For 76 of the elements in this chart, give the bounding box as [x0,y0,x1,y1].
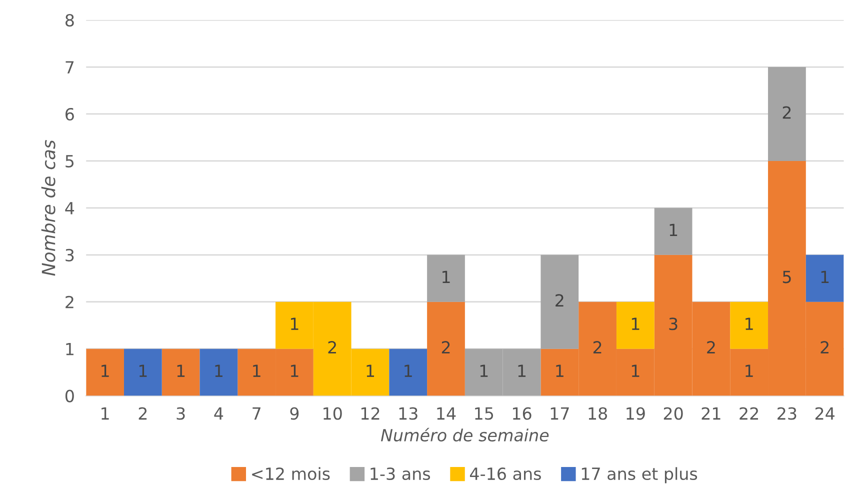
x-tick-label: 20 [664,407,683,420]
x-tick-label: 19 [626,407,645,420]
data-label: 1 [746,364,753,377]
y-tick-label: 5 [66,155,74,168]
legend-label: 4-16 ans [470,467,541,480]
data-label: 1 [442,270,450,283]
data-label: 1 [290,318,298,330]
y-tick-label: 4 [65,202,74,214]
data-label: 1 [670,224,678,236]
data-label: 3 [669,318,678,330]
bar [124,348,162,396]
data-label: 1 [253,364,260,377]
x-tick-label: 14 [437,407,456,420]
data-label: 1 [366,364,374,377]
data-label: 1 [177,364,185,377]
legend-label: 17 ans et plus [582,467,698,484]
data-label: 2 [782,106,791,119]
y-tick-label: 1 [66,343,74,356]
bar [200,348,238,396]
x-axis-title: Numéro de semaine [380,428,549,442]
x-tick-label: 16 [512,407,532,420]
data-label: 5 [782,270,791,284]
y-tick-label: 7 [66,61,74,74]
x-tick-label: 2 [138,407,147,420]
bar [806,254,844,302]
bar [616,302,654,349]
x-tick-label: 17 [550,407,569,420]
data-label: 1 [290,364,298,377]
x-tick-label: 21 [702,407,720,420]
bar [540,254,579,349]
x-tick-label: 18 [588,407,607,420]
data-label: 2 [593,341,602,354]
x-tick-label: 15 [475,407,494,420]
data-label: 1 [102,364,109,377]
x-tick-label: 23 [778,407,796,420]
data-label: 2 [707,341,715,354]
y-tick-label: 8 [66,14,74,27]
y-tick-label: 2 [66,296,74,308]
bar [730,302,768,349]
x-tick-label: 24 [815,407,835,420]
y-tick-label: 3 [66,248,74,262]
x-tick-label: 13 [399,407,418,420]
data-label: 2 [442,341,450,354]
bar [768,67,806,161]
x-tick-label: 4 [214,407,224,420]
data-label: 2 [328,341,336,354]
x-tick-label: 22 [740,407,758,420]
bar [389,348,428,396]
y-tick-label: 6 [66,108,74,121]
data-label: 1 [404,364,412,377]
data-label: 1 [632,364,640,377]
data-label: 1 [821,270,829,283]
y-axis-title: Nombre de cas [41,140,56,276]
data-label: 1 [480,364,488,377]
data-label: 2 [556,294,564,306]
bar [427,254,465,302]
x-tick-label: 1 [102,407,109,420]
data-label: 1 [139,364,147,377]
data-label: 1 [518,364,526,377]
data-label: 1 [215,364,222,377]
bar [86,348,124,396]
x-tick-label: 10 [324,407,342,420]
legend-label: <12 mois [252,467,330,480]
x-tick-label: 3 [176,407,185,420]
data-label: 1 [632,318,640,330]
x-tick-label: 12 [361,407,380,420]
legend-label: 1-3 ans [370,467,430,480]
data-label: 1 [746,318,753,330]
bar [654,208,692,255]
data-label: 2 [820,341,828,354]
x-tick-label: 9 [290,407,299,420]
y-tick-label: 0 [65,390,74,402]
data-label: 1 [556,364,564,377]
bar [427,302,465,396]
bar [162,348,200,396]
x-tick-label: 7 [252,407,260,420]
